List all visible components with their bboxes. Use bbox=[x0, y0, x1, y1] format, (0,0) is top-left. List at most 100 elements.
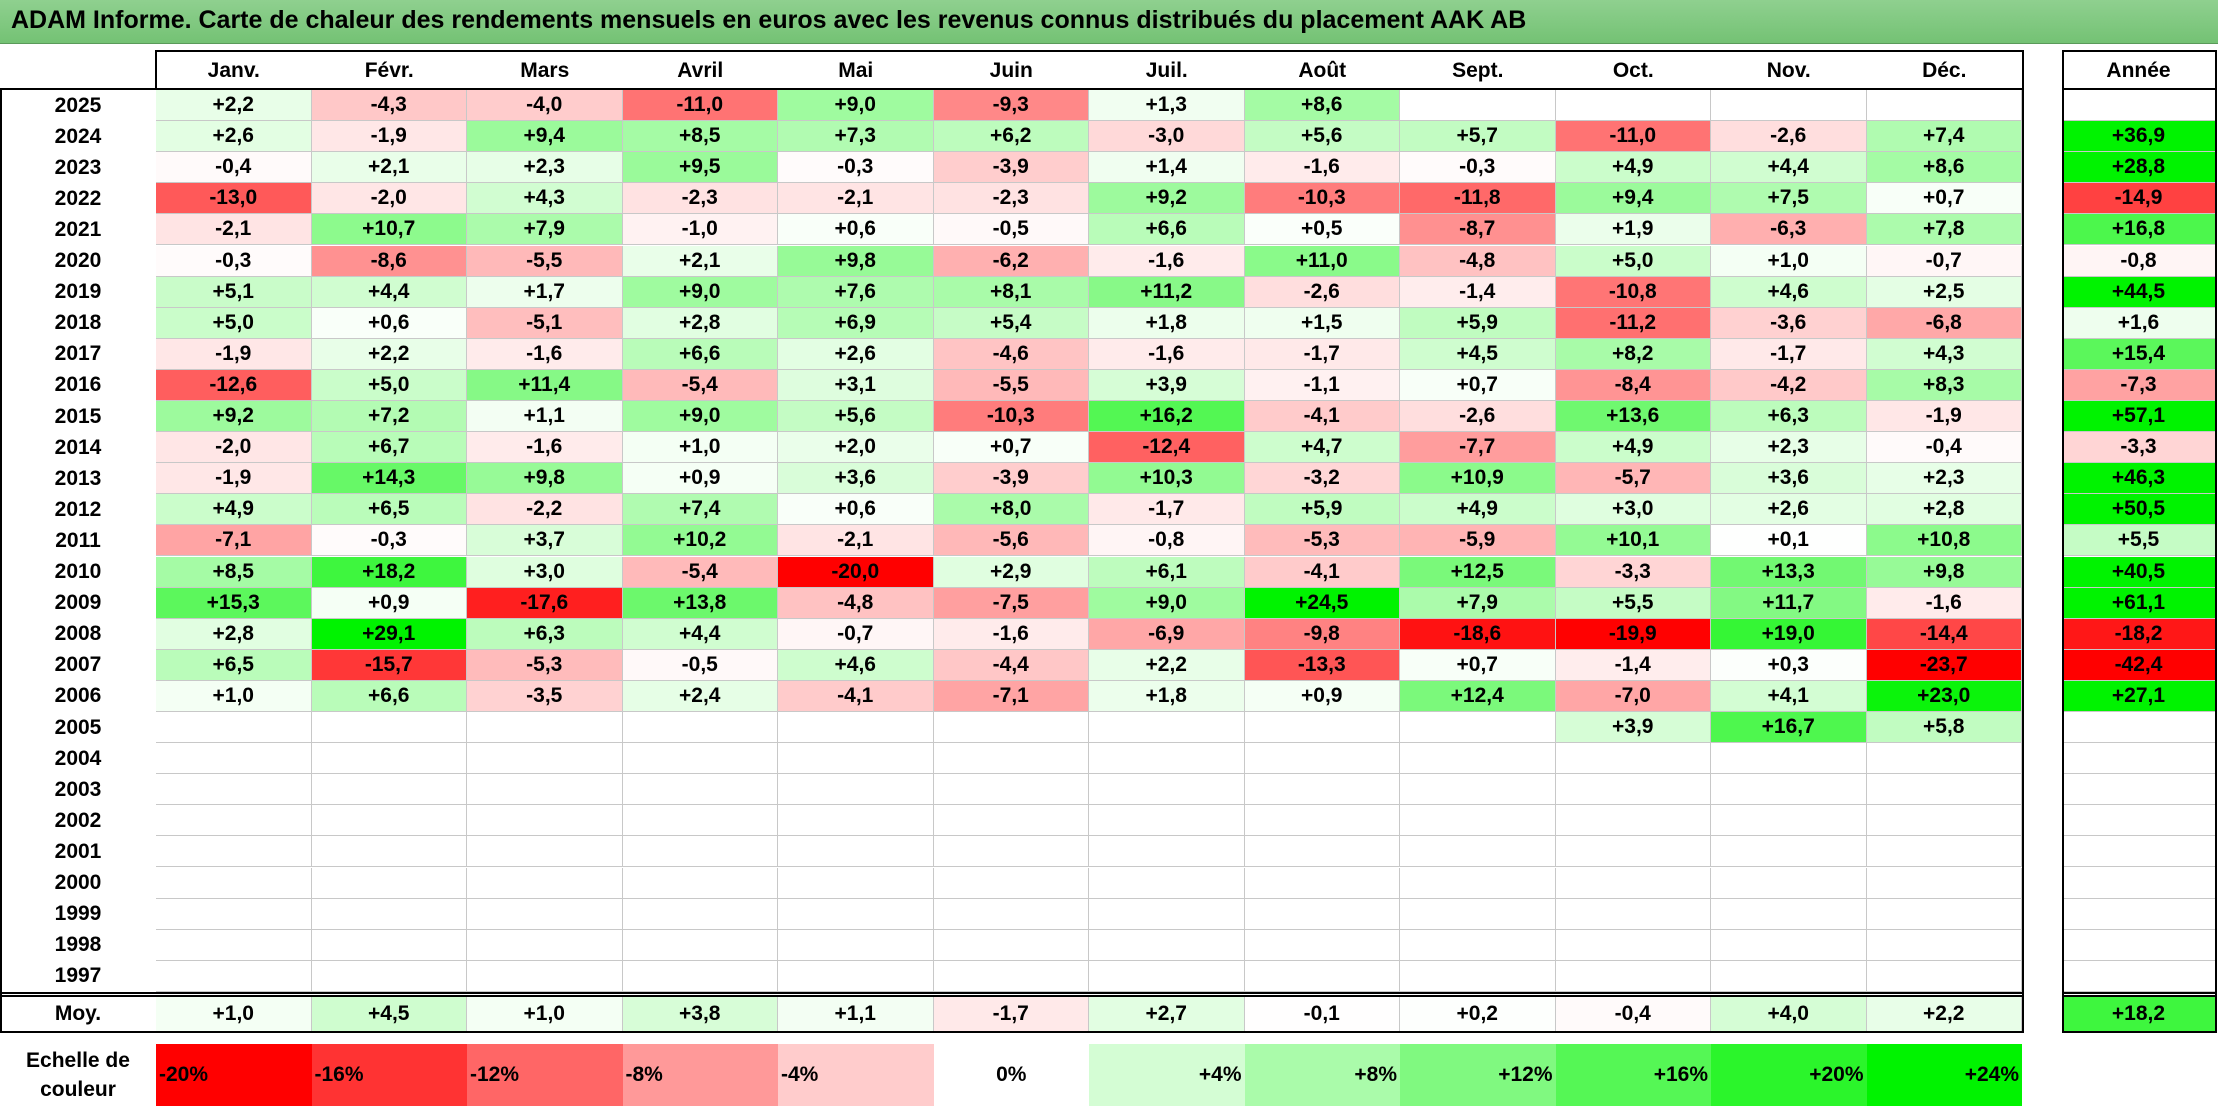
heatmap-cell: +4,3 bbox=[467, 183, 623, 215]
heatmap-cell: +5,6 bbox=[1244, 121, 1400, 153]
heatmap-cell bbox=[1400, 90, 1556, 122]
heatmap-cell: +4,4 bbox=[1711, 152, 1867, 184]
average-cell: +2,7 bbox=[1089, 996, 1245, 1031]
heatmap-cell: -10,3 bbox=[1244, 183, 1400, 215]
heatmap-cell bbox=[622, 743, 778, 775]
heatmap-cell bbox=[1866, 743, 2022, 775]
heatmap-cell: +0,6 bbox=[778, 494, 934, 526]
heatmap-cell bbox=[1866, 867, 2022, 899]
annual-cell bbox=[2062, 898, 2215, 930]
heatmap-cell bbox=[1555, 929, 1711, 961]
heatmap-cell bbox=[778, 960, 934, 992]
heatmap-cell bbox=[311, 898, 467, 930]
heatmap-cell: +5,1 bbox=[156, 276, 312, 308]
heatmap-cell: +1,8 bbox=[1089, 307, 1245, 339]
heatmap-cell: +9,8 bbox=[467, 463, 623, 495]
heatmap-cell: +9,0 bbox=[622, 401, 778, 433]
rows-bottom-line bbox=[0, 992, 2024, 994]
heatmap-cell bbox=[1244, 836, 1400, 868]
heatmap-cell bbox=[1711, 743, 1867, 775]
month-header: Juil. bbox=[1145, 59, 1188, 82]
year-label: 2013 bbox=[54, 466, 102, 490]
heatmap-cell bbox=[1400, 836, 1556, 868]
average-cell: +2,2 bbox=[1866, 996, 2022, 1031]
heatmap-cell: +3,0 bbox=[467, 556, 623, 588]
year-label: 2003 bbox=[54, 777, 102, 801]
heatmap-cell: -1,4 bbox=[1400, 276, 1556, 308]
heatmap-cell: +3,0 bbox=[1555, 494, 1711, 526]
heatmap-cell bbox=[1711, 960, 1867, 992]
heatmap-cell: -0,3 bbox=[156, 245, 312, 277]
heatmap-cell: -11,0 bbox=[622, 90, 778, 122]
heatmap-cell: +4,4 bbox=[622, 618, 778, 650]
heatmap-cell: +3,9 bbox=[1555, 712, 1711, 744]
heatmap-cell: -7,1 bbox=[156, 525, 312, 557]
heatmap-cell: -1,6 bbox=[933, 618, 1089, 650]
year-label: 2006 bbox=[54, 684, 102, 708]
average-cell: +4,0 bbox=[1711, 996, 1867, 1031]
heatmap-cell: +4,9 bbox=[1555, 152, 1711, 184]
heatmap-cell: -3,9 bbox=[933, 152, 1089, 184]
month-header: Nov. bbox=[1766, 59, 1811, 82]
annual-frame-top bbox=[2062, 50, 2217, 52]
heatmap-cell: -1,6 bbox=[1866, 587, 2022, 619]
heatmap-cell: -8,4 bbox=[1555, 369, 1711, 401]
year-label: 2020 bbox=[54, 249, 102, 273]
heatmap-cell bbox=[1400, 960, 1556, 992]
annual-cell bbox=[2062, 867, 2215, 899]
heatmap-cell bbox=[933, 898, 1089, 930]
heatmap-cell: +5,0 bbox=[156, 307, 312, 339]
heatmap-cell: +7,2 bbox=[311, 401, 467, 433]
month-header: Janv. bbox=[207, 59, 260, 82]
heatmap-cell: -5,3 bbox=[1244, 525, 1400, 557]
heatmap-cell bbox=[622, 867, 778, 899]
average-cell: +1,0 bbox=[156, 996, 312, 1031]
heatmap-cell: -2,1 bbox=[778, 183, 934, 215]
heatmap-cell: +16,2 bbox=[1089, 401, 1245, 433]
heatmap-cell bbox=[156, 774, 312, 806]
heatmap-cell: -7,5 bbox=[933, 587, 1089, 619]
heatmap-cell: -11,0 bbox=[1555, 121, 1711, 153]
heatmap-cell: +8,1 bbox=[933, 276, 1089, 308]
heatmap-cell bbox=[1244, 743, 1400, 775]
year-label: 2002 bbox=[54, 808, 102, 832]
heatmap-cell bbox=[622, 712, 778, 744]
heatmap-cell: +0,9 bbox=[622, 463, 778, 495]
heatmap-cell: -6,2 bbox=[933, 245, 1089, 277]
heatmap-cell bbox=[467, 805, 623, 837]
heatmap-cell: +1,1 bbox=[467, 401, 623, 433]
heatmap-cell: -1,6 bbox=[467, 432, 623, 464]
heatmap-cell bbox=[1244, 960, 1400, 992]
heatmap-cell bbox=[778, 867, 934, 899]
heatmap-cell: +0,7 bbox=[1400, 369, 1556, 401]
heatmap-cell: +5,5 bbox=[1555, 587, 1711, 619]
year-label: 2000 bbox=[54, 871, 102, 895]
heatmap-cell: +9,0 bbox=[622, 276, 778, 308]
annual-cell: +5,5 bbox=[2062, 525, 2215, 557]
heatmap-cell bbox=[778, 712, 934, 744]
heatmap-cell bbox=[1244, 929, 1400, 961]
heatmap-cell: +5,7 bbox=[1400, 121, 1556, 153]
heatmap-cell: -0,8 bbox=[1089, 525, 1245, 557]
heatmap-cell: +0,6 bbox=[311, 307, 467, 339]
color-scale-stop: +8% bbox=[1244, 1044, 1400, 1106]
heatmap-cell: -2,6 bbox=[1711, 121, 1867, 153]
heatmap-cell: -9,3 bbox=[933, 90, 1089, 122]
heatmap-cell: +2,3 bbox=[467, 152, 623, 184]
heatmap-cell: -6,8 bbox=[1866, 307, 2022, 339]
year-label: 2007 bbox=[54, 653, 102, 677]
heatmap-cell: +2,6 bbox=[156, 121, 312, 153]
heatmap-cell: -2,3 bbox=[622, 183, 778, 215]
heatmap-cell bbox=[1244, 867, 1400, 899]
heatmap-cell: +5,6 bbox=[778, 401, 934, 433]
heatmap-cell bbox=[778, 774, 934, 806]
heatmap-cell: +2,1 bbox=[311, 152, 467, 184]
heatmap-cell: +6,5 bbox=[156, 649, 312, 681]
heatmap-cell: -7,0 bbox=[1555, 680, 1711, 712]
heatmap-cell: +13,6 bbox=[1555, 401, 1711, 433]
heatmap-cell: +4,1 bbox=[1711, 680, 1867, 712]
heatmap-cell: +0,9 bbox=[1244, 680, 1400, 712]
year-label: 2022 bbox=[54, 186, 102, 210]
heatmap-cell bbox=[622, 929, 778, 961]
heatmap-cell bbox=[311, 774, 467, 806]
